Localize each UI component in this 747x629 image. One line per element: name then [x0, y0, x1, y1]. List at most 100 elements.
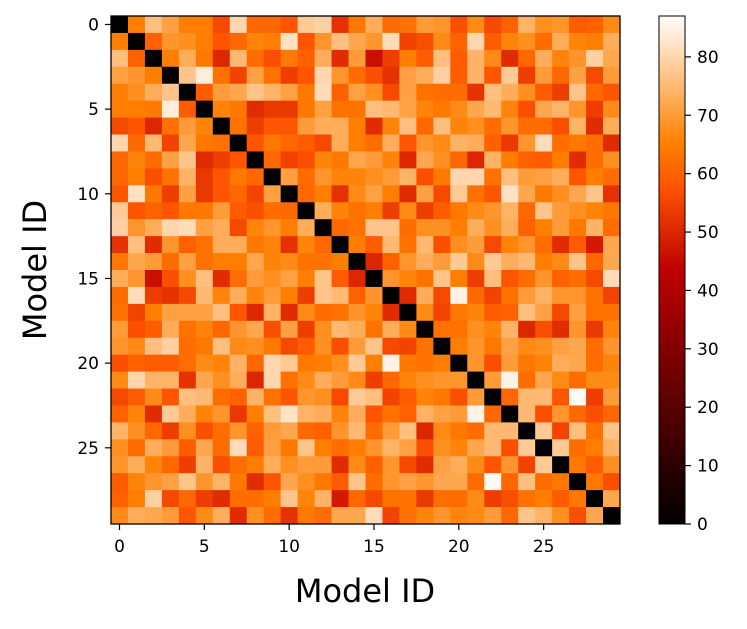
heatmap-cell — [263, 422, 282, 440]
heatmap-cell — [280, 490, 299, 508]
heatmap-cell — [212, 49, 231, 68]
heatmap-cell — [161, 219, 180, 237]
x-axis-label: Model ID — [295, 572, 435, 610]
heatmap-cell — [518, 168, 536, 186]
heatmap-cell — [399, 405, 417, 423]
heatmap-cell — [314, 439, 332, 457]
heatmap-cell — [484, 185, 502, 203]
heatmap-cell — [569, 16, 587, 34]
heatmap-cell — [348, 490, 366, 508]
heatmap-cell — [535, 117, 553, 135]
heatmap-cell — [382, 49, 400, 68]
heatmap-cell — [552, 83, 570, 102]
heatmap-cell — [297, 185, 315, 203]
heatmap-cell — [382, 32, 400, 51]
heatmap-cell — [314, 151, 332, 169]
heatmap-cell — [263, 388, 282, 406]
heatmap-cell — [586, 83, 604, 102]
heatmap-cell — [467, 100, 485, 118]
heatmap-cell — [297, 49, 315, 68]
heatmap-cell — [246, 168, 265, 186]
heatmap-cell — [399, 422, 417, 440]
heatmap-cell — [467, 117, 485, 135]
heatmap-cell — [348, 83, 366, 102]
heatmap-cell — [586, 100, 604, 118]
heatmap-cell — [433, 388, 451, 406]
heatmap-cell — [212, 507, 231, 525]
heatmap-cell — [365, 286, 383, 305]
heatmap-cell — [331, 185, 349, 203]
heatmap-cell — [144, 100, 163, 118]
heatmap-cell — [144, 422, 163, 440]
heatmap-cell — [416, 286, 434, 305]
heatmap-cell — [348, 236, 366, 254]
heatmap-cell — [195, 100, 214, 118]
heatmap-cell — [144, 185, 163, 203]
heatmap-cell — [586, 185, 604, 203]
heatmap-cell — [229, 320, 248, 339]
heatmap-cell — [518, 337, 536, 356]
heatmap-cell — [178, 168, 197, 186]
heatmap-cell — [263, 405, 282, 423]
heatmap-cell — [416, 354, 434, 372]
heatmap-cell — [450, 117, 468, 135]
heatmap-cell — [127, 66, 146, 85]
heatmap-cell — [416, 422, 434, 440]
heatmap-cell — [518, 134, 536, 152]
heatmap-cell — [586, 151, 604, 169]
heatmap-cell — [433, 286, 451, 305]
heatmap-cell — [467, 371, 485, 389]
heatmap-cell — [518, 100, 536, 118]
heatmap-cell — [501, 236, 519, 254]
heatmap-cell — [586, 320, 604, 339]
heatmap-cell — [161, 405, 180, 423]
heatmap-cell — [127, 100, 146, 118]
heatmap-cell — [331, 405, 349, 423]
heatmap-cell — [144, 66, 163, 85]
heatmap-cell — [161, 185, 180, 203]
heatmap-cell — [280, 134, 299, 152]
heatmap-cell — [450, 83, 468, 102]
heatmap-cell — [416, 371, 434, 389]
heatmap-cell — [263, 303, 282, 322]
heatmap-cell — [246, 354, 265, 372]
heatmap-cell — [246, 473, 265, 491]
heatmap-cell — [450, 49, 468, 68]
heatmap-cell — [246, 202, 265, 220]
heatmap-cell — [382, 422, 400, 440]
heatmap-cell — [331, 49, 349, 68]
heatmap-cell — [450, 202, 468, 220]
heatmap-cell — [331, 219, 349, 237]
heatmap-cell — [212, 117, 231, 135]
heatmap-cell — [348, 354, 366, 372]
heatmap-cell — [144, 83, 163, 102]
heatmap-cell — [331, 473, 349, 491]
heatmap-cell — [178, 16, 197, 34]
heatmap-cell — [484, 117, 502, 135]
heatmap-cell — [467, 16, 485, 34]
heatmap-cell — [586, 388, 604, 406]
heatmap-cell — [229, 388, 248, 406]
heatmap-cell — [297, 456, 315, 474]
heatmap-cell — [433, 32, 451, 51]
heatmap-cell — [586, 507, 604, 525]
heatmap-cell — [501, 337, 519, 356]
heatmap-cell — [127, 354, 146, 372]
heatmap-cell — [399, 83, 417, 102]
heatmap-cell — [603, 439, 621, 457]
heatmap-cell — [229, 253, 248, 271]
heatmap-cell — [331, 422, 349, 440]
heatmap-cell — [416, 270, 434, 288]
heatmap-cell — [314, 371, 332, 389]
heatmap-cell — [450, 236, 468, 254]
heatmap-cell — [484, 151, 502, 169]
heatmap-cell — [161, 253, 180, 271]
heatmap-cell — [348, 32, 366, 51]
heatmap-cell — [365, 439, 383, 457]
heatmap-cell — [127, 422, 146, 440]
heatmap-cell — [518, 371, 536, 389]
heatmap-cell — [501, 32, 519, 51]
heatmap-cell — [467, 151, 485, 169]
heatmap-cell — [280, 456, 299, 474]
heatmap-cell — [212, 134, 231, 152]
